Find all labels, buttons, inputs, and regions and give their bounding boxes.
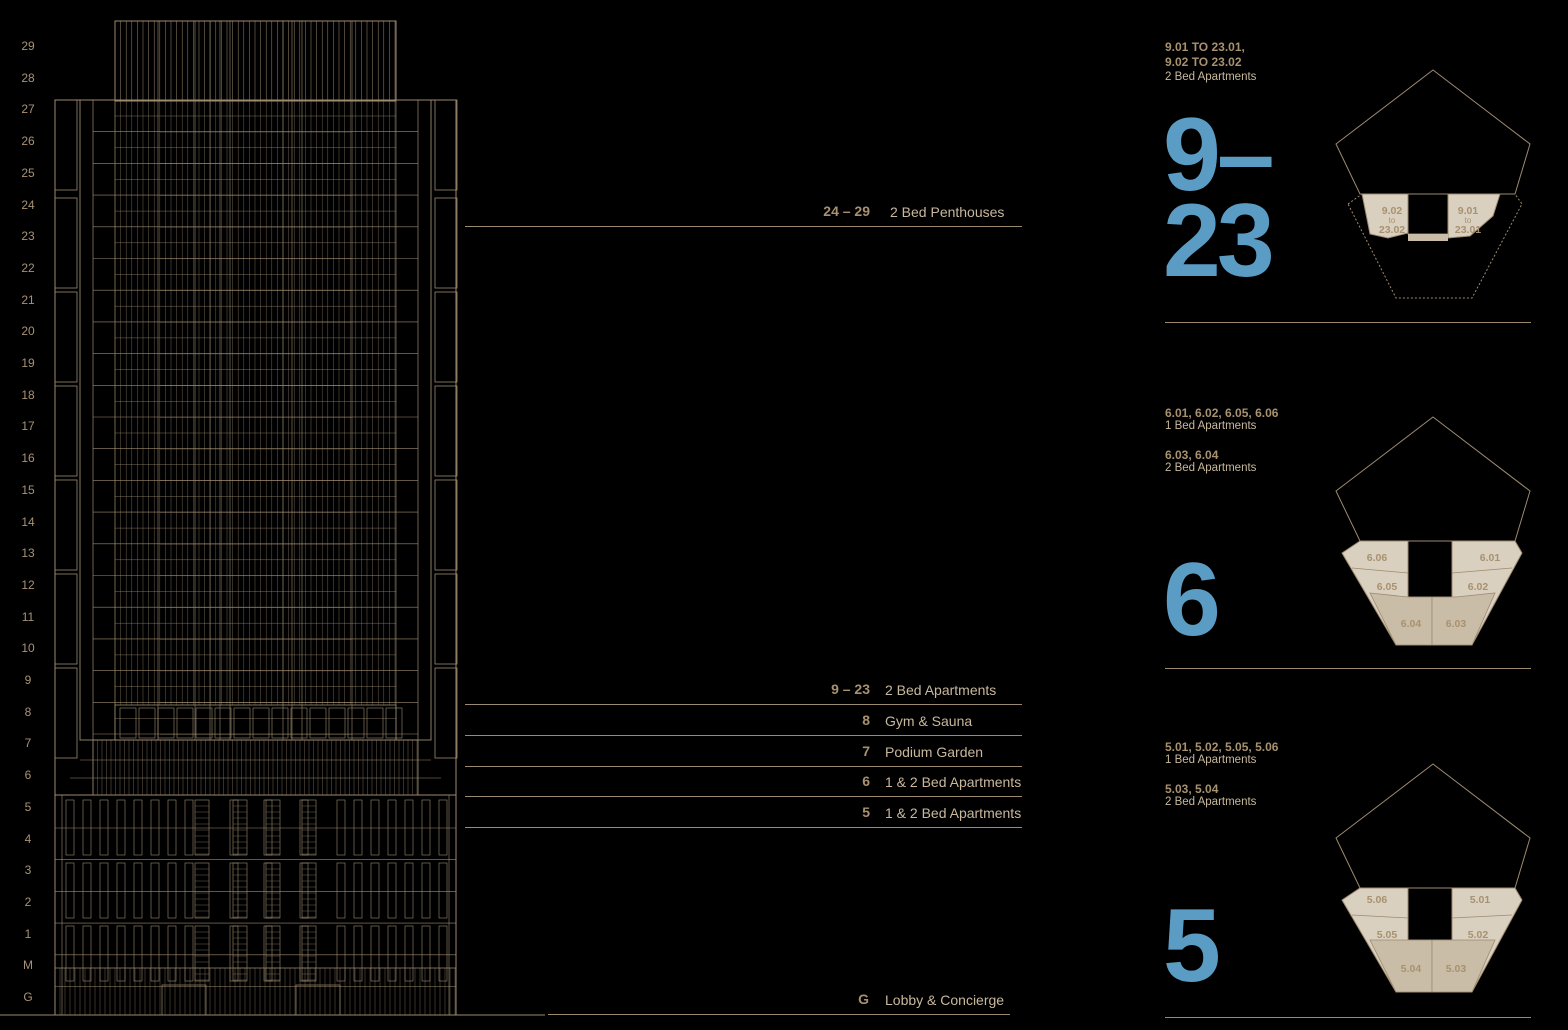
legend-row: 24 – 29 2 Bed Penthouses (465, 197, 1022, 227)
legend-line (465, 226, 1022, 227)
floor-label: 14 (21, 514, 35, 529)
unit-label: 5.02 (1468, 929, 1489, 941)
big-floor-number: 9– 23 (1163, 97, 1275, 299)
legend-row: 8 Gym & Sauna (465, 706, 1022, 736)
unit-codes: 5.03, 5.04 (1165, 782, 1219, 796)
floor-label: 15 (21, 482, 35, 497)
floor-label: 2 (24, 894, 32, 909)
legend-line (548, 1014, 1010, 1015)
unit-label: 5.04 (1401, 963, 1422, 975)
legend-description: Gym & Sauna (885, 713, 973, 729)
floor-label: 7 (24, 736, 32, 751)
floor-label: 8 (24, 704, 32, 719)
legend-row: 6 1 & 2 Bed Apartments (465, 767, 1022, 797)
floor-label: 3 (24, 863, 32, 878)
legend-description: 1 & 2 Bed Apartments (885, 774, 1022, 790)
legend-floor-number: G (858, 991, 869, 1007)
floor-label: 29 (21, 39, 35, 53)
floor-label: 25 (21, 165, 35, 180)
unit-type: 2 Bed Apartments (1165, 462, 1257, 474)
unit-label: 6.05 (1377, 581, 1398, 593)
legend-floor-number: 9 – 23 (831, 681, 870, 697)
unit-label: 5.06 (1367, 894, 1388, 906)
unit-codes: 6.01, 6.02, 6.05, 6.06 (1165, 406, 1279, 420)
floor-label: 16 (21, 451, 35, 466)
plan-9-23-svg: 9.02 to 23.02 9.01 to 23.01 (1335, 69, 1531, 299)
floor-label: 28 (21, 70, 35, 85)
floor-label: M (23, 958, 33, 973)
unit-codes: 9.01 TO 23.01, 9.02 TO 23.02 (1165, 40, 1245, 69)
unit-label: 5.03 (1446, 963, 1467, 975)
unit-type: 1 Bed Apartments (1165, 420, 1257, 432)
plan-5-svg: 5.06 5.01 5.05 5.02 5.04 5.03 (1335, 763, 1531, 993)
floor-label: 21 (21, 292, 35, 307)
legend-row: 9 – 23 2 Bed Apartments (465, 675, 1022, 705)
legend-floor-number: 5 (862, 804, 870, 820)
legend-line (465, 827, 1022, 828)
legend-line (465, 796, 1022, 797)
floor-label: 20 (21, 324, 35, 339)
floor-label: 11 (21, 609, 35, 624)
big-floor-number: 6 (1163, 542, 1221, 658)
legend-description: Podium Garden (885, 744, 984, 760)
floor-label: 9 (24, 673, 32, 687)
floor-label: 12 (21, 577, 35, 592)
unit-type: 2 Bed Apartments (1165, 796, 1257, 808)
legend-description: Lobby & Concierge (885, 992, 1005, 1008)
unit-label: 5.01 (1470, 894, 1491, 906)
building-elevation (0, 20, 545, 1016)
unit-label: 23.02 (1379, 224, 1405, 236)
legend-floor-number: 6 (862, 773, 870, 789)
unit-label: 9.02 (1382, 205, 1403, 217)
floor-label: G (23, 990, 33, 1004)
unit-label: 6.06 (1367, 552, 1388, 564)
big-floor-number: 5 (1163, 888, 1221, 1004)
floor-label: 24 (21, 197, 35, 212)
unit-codes: 6.03, 6.04 (1165, 448, 1219, 462)
legend-description: 2 Bed Penthouses (890, 204, 1005, 220)
unit-label: 6.04 (1401, 618, 1422, 630)
floor-label: 10 (21, 641, 35, 656)
floor-label: 19 (21, 356, 35, 370)
unit-label: 6.01 (1480, 552, 1501, 564)
floor-label: 18 (21, 387, 35, 402)
legend-floor-number: 7 (862, 743, 870, 759)
legend-floor-number: 24 – 29 (823, 203, 870, 219)
legend-row: 7 Podium Garden (465, 737, 1022, 767)
unit-label: 6.03 (1446, 618, 1467, 630)
floor-label: 5 (24, 799, 32, 814)
legend-line (465, 766, 1022, 767)
unit-label: 5.05 (1377, 929, 1398, 941)
floor-label: 1 (24, 926, 32, 941)
legend-description: 2 Bed Apartments (885, 682, 997, 698)
section-divider (1165, 322, 1531, 323)
unit-label: 6.02 (1468, 581, 1489, 593)
unit-label: to (1389, 216, 1396, 225)
unit-label: 23.01 (1455, 224, 1481, 236)
legend-line (465, 735, 1022, 736)
legend-row: 5 1 & 2 Bed Apartments (465, 798, 1022, 828)
section-divider (1165, 668, 1531, 669)
legend-floor-number: 8 (862, 712, 870, 728)
floor-label: 13 (21, 546, 35, 561)
legend-row: G Lobby & Concierge (548, 985, 1010, 1015)
unit-type: 2 Bed Apartments (1165, 71, 1257, 83)
floor-label: 23 (21, 229, 35, 244)
legend-description: 1 & 2 Bed Apartments (885, 805, 1022, 821)
legend-line (465, 704, 1022, 705)
floor-label: 26 (21, 134, 35, 149)
section-divider (1165, 1017, 1531, 1018)
unit-label: to (1465, 216, 1472, 225)
unit-label: 9.01 (1458, 205, 1479, 217)
unit-codes: 5.01, 5.02, 5.05, 5.06 (1165, 740, 1279, 754)
floor-label: 4 (24, 831, 32, 846)
floor-label: 22 (21, 260, 35, 275)
floor-label: 17 (21, 419, 35, 434)
floor-label: 6 (24, 768, 32, 783)
unit-type: 1 Bed Apartments (1165, 754, 1257, 766)
plan-6-svg: 6.06 6.01 6.05 6.02 6.04 6.03 (1335, 416, 1531, 646)
floor-label: 27 (21, 102, 35, 117)
